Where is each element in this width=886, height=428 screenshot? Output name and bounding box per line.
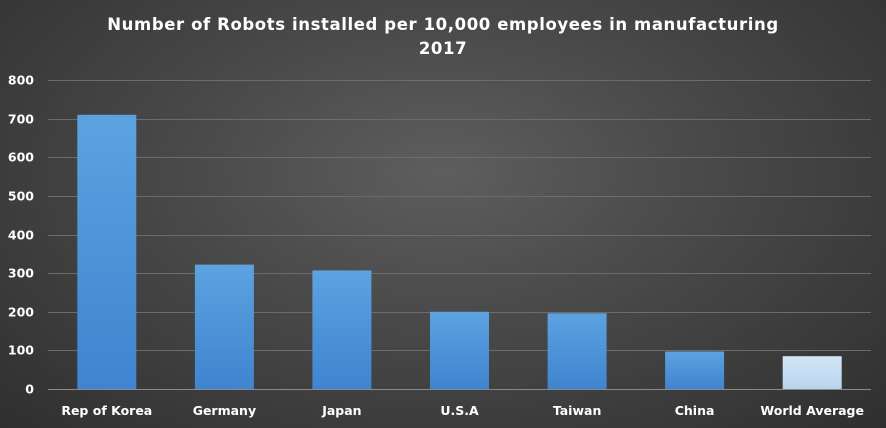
- y-tick-label: 800: [8, 73, 34, 88]
- x-axis-labels: Rep of Korea Germany Japan U.S.A Taiwan China…: [61, 403, 864, 418]
- y-tick-label: 700: [8, 112, 34, 127]
- y-tick-label: 200: [8, 305, 34, 320]
- y-axis-ticks: 0 100 200 300 400 500 600 700 800: [8, 73, 34, 397]
- x-category-label: Taiwan: [553, 403, 602, 418]
- y-tick-label: 400: [8, 228, 34, 243]
- bar-u-s-a: [430, 311, 489, 390]
- bar-japan: [312, 270, 372, 389]
- chart-title: Number of Robots installed per 10,000 em…: [107, 15, 778, 34]
- bar-china: [665, 351, 725, 389]
- x-category-label: Rep of Korea: [61, 403, 152, 418]
- x-category-label: China: [675, 403, 715, 418]
- bars: [77, 114, 842, 390]
- x-category-label: U.S.A: [440, 403, 479, 418]
- chart-subtitle: 2017: [419, 39, 467, 58]
- bar-germany: [194, 264, 254, 389]
- gridlines: [48, 80, 871, 390]
- bar-rep-of-korea: [77, 114, 137, 390]
- y-tick-label: 600: [8, 150, 34, 165]
- y-tick-label: 300: [8, 266, 34, 281]
- y-tick-label: 500: [8, 189, 34, 204]
- x-category-label: World Average: [760, 403, 864, 418]
- y-tick-label: 0: [25, 382, 34, 397]
- x-category-label: Japan: [321, 403, 361, 418]
- x-category-label: Germany: [193, 403, 256, 418]
- bar-taiwan: [547, 313, 607, 389]
- y-tick-label: 100: [8, 343, 34, 358]
- bar-world-average: [782, 356, 842, 389]
